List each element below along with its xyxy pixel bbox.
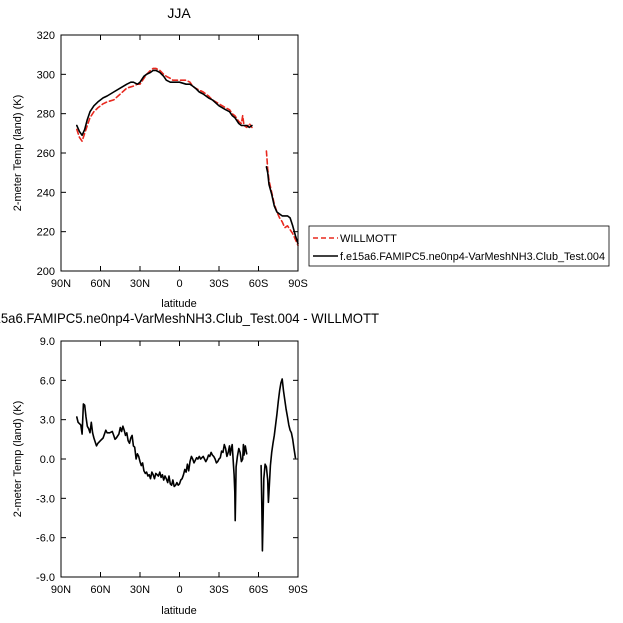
bottom-y-ticks: -9.0 -6.0 -3.0 0.0 3.0 6.0 9.0 (36, 336, 298, 584)
y-tick-label: -6.0 (36, 533, 55, 545)
series-line-model (265, 166, 299, 245)
x-tick-label: 60N (90, 278, 110, 290)
bottom-y-axis-label: 2-meter Temp (land) (K) (12, 401, 24, 518)
legend-box (308, 225, 610, 267)
legend: WILLMOTT f.e15a6.FAMIPC5.ne0np4-VarMeshN… (308, 225, 610, 267)
top-y-ticks: 200 220 240 260 280 300 320 (37, 30, 298, 278)
top-plot-lines (76, 67, 299, 247)
series-line-willmott (76, 67, 253, 142)
bottom-chart-title: f.e15a6.FAMIPC5.ne0np4-VarMeshNH3.Club_T… (0, 310, 379, 326)
x-tick-label: 30N (130, 278, 150, 290)
y-tick-label: 320 (37, 30, 55, 42)
legend-label-model: f.e15a6.FAMIPC5.ne0np4-VarMeshNH3.Club_T… (340, 251, 605, 263)
y-tick-label: 300 (37, 69, 55, 81)
y-tick-label: 0.0 (40, 454, 55, 466)
top-plot-frame (60, 34, 299, 272)
bottom-plot-lines (76, 378, 297, 552)
series-line-difference (260, 378, 297, 552)
top-y-axis-label: 2-meter Temp (land) (K) (12, 95, 24, 212)
y-tick-label: 6.0 (40, 375, 55, 387)
bottom-plot-frame (60, 340, 299, 578)
top-panel: JJA 90N 60N 30N 0 30S 60S 90S 200 220 240 260 280 3… (12, 5, 308, 310)
y-tick-label: 260 (37, 148, 55, 160)
x-tick-label: 0 (176, 278, 182, 290)
y-tick-label: 3.0 (40, 415, 55, 427)
series-line-model (76, 69, 253, 137)
x-tick-label: 30S (209, 584, 229, 596)
x-tick-label: 60S (249, 278, 269, 290)
x-tick-label: 30S (209, 278, 229, 290)
x-tick-label: 60N (90, 584, 110, 596)
x-tick-label: 30N (130, 584, 150, 596)
bottom-x-axis-label: latitude (161, 605, 196, 617)
y-tick-label: 9.0 (40, 336, 55, 348)
top-chart-title: JJA (167, 5, 191, 21)
y-tick-label: 240 (37, 187, 55, 199)
legend-label-willmott: WILLMOTT (340, 233, 397, 245)
x-tick-label: 90S (288, 278, 308, 290)
top-x-ticks: 90N 60N 30N 0 30S 60S 90S (51, 35, 308, 290)
x-tick-label: 60S (249, 584, 269, 596)
y-tick-label: 220 (37, 227, 55, 239)
bottom-x-ticks: 90N 60N 30N 0 30S 60S 90S (51, 341, 308, 596)
top-x-axis-label: latitude (161, 298, 196, 310)
y-tick-label: -3.0 (36, 493, 55, 505)
y-tick-label: 200 (37, 266, 55, 278)
x-tick-label: 0 (176, 584, 182, 596)
x-tick-label: 90N (51, 278, 71, 290)
y-tick-label: -9.0 (36, 572, 55, 584)
x-tick-label: 90S (288, 584, 308, 596)
series-line-difference (76, 403, 248, 522)
x-tick-label: 90N (51, 584, 71, 596)
y-tick-label: 280 (37, 109, 55, 121)
bottom-panel: f.e15a6.FAMIPC5.ne0np4-VarMeshNH3.Club_T… (0, 310, 379, 617)
